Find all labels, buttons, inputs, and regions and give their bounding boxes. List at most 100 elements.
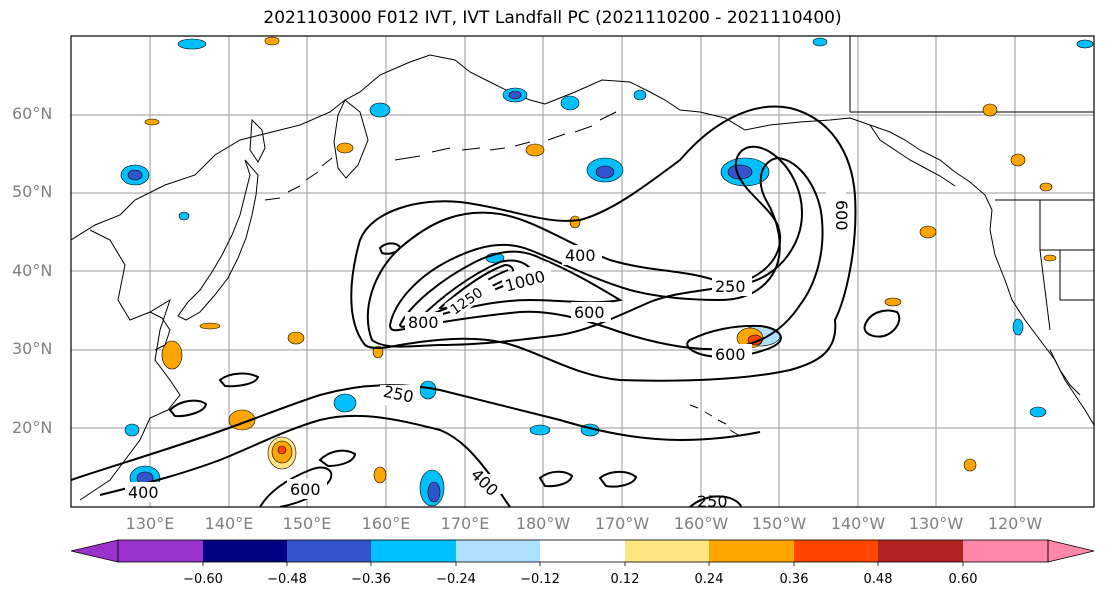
colorbar bbox=[70, 539, 1095, 566]
colorbar-segment bbox=[540, 540, 625, 562]
pc-cell bbox=[919, 225, 937, 239]
pc-cell bbox=[982, 103, 998, 117]
contour-small-1 bbox=[218, 372, 260, 388]
colorbar-tick-label: −0.36 bbox=[351, 572, 391, 587]
na-west-coast bbox=[989, 209, 1094, 426]
pc-cell bbox=[1029, 406, 1047, 418]
colorbar-tick-label: −0.12 bbox=[520, 572, 560, 587]
contour-250-eastcell bbox=[863, 309, 901, 338]
contour-label: 600 bbox=[715, 345, 746, 364]
pc-cell bbox=[884, 297, 902, 307]
pc-cell bbox=[124, 423, 140, 437]
hawaii bbox=[689, 404, 741, 437]
contour-label: 400 bbox=[565, 246, 596, 265]
pc-cell bbox=[963, 458, 977, 472]
pc-cell bbox=[333, 393, 357, 413]
contour-small-4 bbox=[538, 470, 574, 488]
pc-cell bbox=[277, 445, 287, 455]
colorbar-outline bbox=[117, 539, 1049, 563]
pc-cell bbox=[1076, 39, 1094, 49]
pc-cell bbox=[595, 165, 615, 179]
pc-cell bbox=[419, 380, 437, 400]
lon-label: 140°E bbox=[204, 514, 254, 533]
colorbar-segment bbox=[794, 540, 878, 562]
lon-label: 150°E bbox=[282, 514, 332, 533]
colorbar-tick-label: 0.36 bbox=[779, 572, 809, 587]
coastlines bbox=[71, 36, 1094, 501]
state-border-3 bbox=[1039, 249, 1051, 331]
pc-cell bbox=[1039, 182, 1053, 192]
pc-cell bbox=[812, 37, 828, 47]
contour-small-3 bbox=[318, 449, 357, 468]
alaska-coast bbox=[544, 79, 993, 211]
lon-label: 160°W bbox=[673, 514, 729, 533]
lon-label: 180°W bbox=[515, 514, 571, 533]
kuril-islands bbox=[264, 157, 333, 201]
pc-cell bbox=[369, 102, 391, 118]
lat-label: 30°N bbox=[12, 339, 53, 358]
contour-600-east bbox=[686, 324, 782, 358]
colorbar-segment bbox=[456, 540, 540, 562]
contour-small-6 bbox=[378, 242, 402, 255]
colorbar-segment bbox=[625, 540, 709, 562]
contour-label: 250 bbox=[697, 492, 728, 511]
pc-cell bbox=[569, 215, 581, 229]
contour-600-main bbox=[388, 156, 824, 351]
map-title: 2021103000 F012 IVT, IVT Landfall PC (20… bbox=[263, 8, 842, 28]
contour-label: 250 bbox=[715, 277, 746, 296]
map-border bbox=[70, 35, 1095, 508]
lat-label: 20°N bbox=[12, 418, 53, 437]
lon-label: 170°E bbox=[440, 514, 490, 533]
asia-coast bbox=[71, 54, 546, 241]
colorbar-tick-label: −0.24 bbox=[436, 572, 476, 587]
lat-label: 50°N bbox=[12, 182, 53, 201]
pc-cell bbox=[178, 211, 190, 221]
contour-label: 600 bbox=[574, 303, 605, 322]
pc-cell bbox=[199, 322, 221, 330]
pc-cell bbox=[373, 466, 387, 484]
contour-label: 600 bbox=[832, 200, 851, 231]
contour-small-2 bbox=[168, 399, 208, 418]
pc-cell bbox=[177, 38, 207, 50]
colorbar-segment bbox=[963, 540, 1048, 562]
colorbar-segment bbox=[287, 540, 371, 562]
colorbar-tick-label: −0.48 bbox=[267, 572, 307, 587]
lon-label: 170°W bbox=[594, 514, 650, 533]
sakhalin bbox=[249, 118, 266, 163]
pc-cell bbox=[427, 481, 441, 503]
contour-250-bottom bbox=[689, 495, 742, 507]
lon-label: 160°E bbox=[361, 514, 411, 533]
pc-cell bbox=[1012, 318, 1024, 336]
colorbar-tick-label: 0.60 bbox=[948, 572, 978, 587]
japan bbox=[177, 159, 259, 321]
lat-label: 60°N bbox=[12, 104, 53, 123]
pc-cell bbox=[1043, 254, 1057, 262]
colorbar-segment bbox=[118, 540, 203, 562]
contour-400-main bbox=[366, 145, 803, 348]
aleutians bbox=[394, 111, 617, 161]
pc-cell bbox=[633, 89, 647, 101]
alaska-panhandle bbox=[869, 124, 956, 187]
colorbar-segment bbox=[709, 540, 794, 562]
colorbar-max-extend bbox=[1047, 539, 1095, 563]
colorbar-segment bbox=[878, 540, 963, 562]
pc-cell bbox=[525, 143, 545, 157]
pc-cell bbox=[560, 95, 580, 111]
lon-label: 130°E bbox=[125, 514, 175, 533]
colorbar-tick-label: 0.24 bbox=[694, 572, 724, 587]
lon-label: 130°W bbox=[908, 514, 964, 533]
contour-250-south bbox=[71, 384, 761, 481]
pc-cell bbox=[287, 331, 305, 345]
contour-label: 800 bbox=[408, 313, 439, 332]
colorbar-tick-label: −0.60 bbox=[183, 572, 223, 587]
colorbar-tick-label: 0.48 bbox=[863, 572, 893, 587]
state-border-2 bbox=[1059, 250, 1094, 301]
lon-label: 120°W bbox=[987, 514, 1043, 533]
contour-250-main bbox=[350, 105, 857, 382]
colorbar-tick-label: 0.12 bbox=[610, 572, 640, 587]
baja bbox=[1049, 349, 1081, 396]
korea-coast bbox=[149, 311, 171, 351]
pc-cell bbox=[336, 142, 354, 154]
pc-cell bbox=[161, 340, 183, 370]
